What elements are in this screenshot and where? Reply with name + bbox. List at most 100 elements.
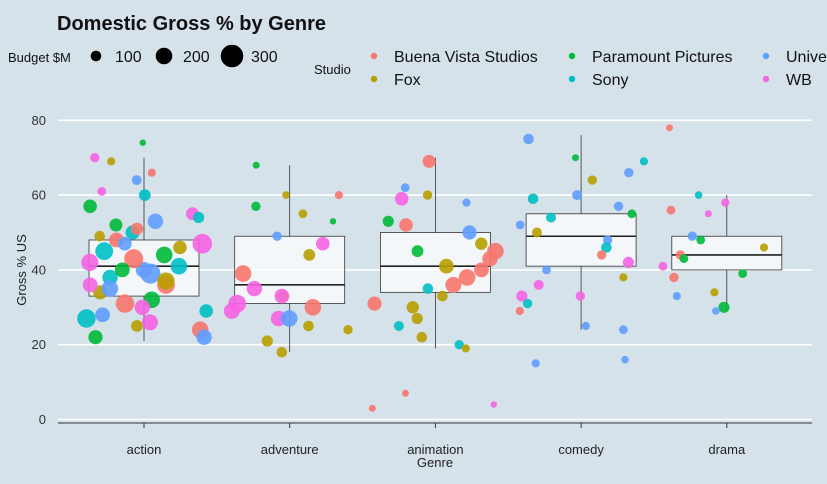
data-point [619, 325, 628, 335]
data-point [411, 245, 424, 258]
data-point [613, 201, 624, 211]
box-drama [671, 235, 783, 271]
data-point [95, 242, 114, 261]
data-point [422, 154, 436, 168]
data-point [246, 280, 263, 297]
data-point [343, 325, 353, 335]
data-point [624, 168, 634, 178]
data-point [147, 213, 164, 229]
data-point [454, 340, 464, 350]
studio-legend-label: Universal [786, 49, 827, 66]
y-tick-label: 20 [32, 337, 46, 352]
data-point [282, 191, 290, 199]
x-tick-label: action [127, 442, 162, 457]
data-point [82, 277, 98, 293]
studio-legend-label: Buena Vista Studios [394, 49, 538, 66]
studio-legend-label: Paramount Pictures [592, 49, 733, 66]
studio-legend-label: Sony [592, 72, 628, 89]
data-point [474, 262, 489, 278]
data-point [88, 330, 103, 345]
data-point [461, 344, 470, 353]
data-point [422, 283, 434, 294]
data-point [234, 265, 252, 282]
studio-legend-key [568, 75, 576, 83]
data-point [627, 209, 637, 219]
data-point [382, 215, 394, 227]
data-point [422, 190, 433, 200]
data-point [223, 303, 240, 319]
data-point [90, 153, 100, 163]
data-point [280, 310, 298, 327]
data-point [666, 205, 676, 215]
data-point [490, 401, 497, 408]
data-point [738, 269, 748, 278]
size-legend-label: 100 [115, 49, 142, 66]
data-point [107, 157, 116, 166]
size-legend-key [90, 50, 102, 62]
data-point [138, 189, 151, 202]
data-point [94, 230, 105, 242]
data-point [303, 320, 314, 332]
data-point [272, 231, 282, 241]
data-point [109, 218, 123, 232]
x-axis-title: Genre [417, 455, 453, 470]
data-point [439, 258, 454, 274]
data-point [402, 389, 409, 397]
studio-legend-key [370, 52, 378, 60]
data-point [130, 222, 144, 235]
data-point [81, 253, 99, 271]
data-point [95, 307, 110, 323]
data-point [173, 240, 187, 255]
size-legend-label: 300 [251, 49, 278, 66]
data-point [276, 346, 288, 358]
data-point [669, 272, 679, 283]
x-tick-label: animation [407, 442, 463, 457]
data-point [406, 301, 419, 314]
data-point [515, 306, 524, 316]
data-point [572, 154, 579, 162]
studio-legend-label: WB [786, 72, 812, 89]
box-comedy [525, 213, 637, 267]
studio-legend-title: Studio [314, 62, 351, 77]
studio-legend-key [370, 75, 378, 83]
data-point [679, 254, 689, 264]
data-point [316, 236, 330, 251]
size-legend-title: Budget $M [8, 50, 71, 65]
data-point [718, 301, 730, 313]
data-point [546, 212, 556, 223]
data-point [252, 161, 260, 169]
data-point [672, 292, 681, 301]
data-point [622, 256, 635, 268]
data-point [329, 218, 337, 225]
data-point [411, 312, 423, 325]
data-point [334, 191, 343, 200]
data-point [531, 359, 540, 368]
data-point [462, 225, 477, 240]
data-point [274, 288, 290, 304]
data-point [400, 183, 410, 193]
y-tick-label: 40 [32, 262, 46, 277]
data-point [393, 321, 404, 331]
data-point [601, 242, 612, 253]
data-point [515, 220, 525, 230]
box-animation [379, 232, 491, 293]
data-point [298, 209, 308, 219]
data-point [575, 291, 585, 301]
data-point [531, 227, 542, 238]
y-axis-title: Gross % US [14, 234, 29, 306]
data-point [687, 231, 697, 241]
size-legend-label: 200 [183, 49, 210, 66]
data-point [416, 331, 428, 343]
data-point [97, 187, 107, 196]
data-point [475, 237, 488, 250]
data-point [115, 294, 135, 313]
studio-legend-label: Fox [394, 72, 421, 89]
data-point [155, 246, 173, 264]
data-point [131, 175, 142, 186]
data-point [101, 280, 119, 297]
data-point [251, 201, 261, 211]
data-point [131, 320, 143, 332]
y-tick-label: 60 [32, 188, 46, 203]
data-point [134, 299, 151, 315]
